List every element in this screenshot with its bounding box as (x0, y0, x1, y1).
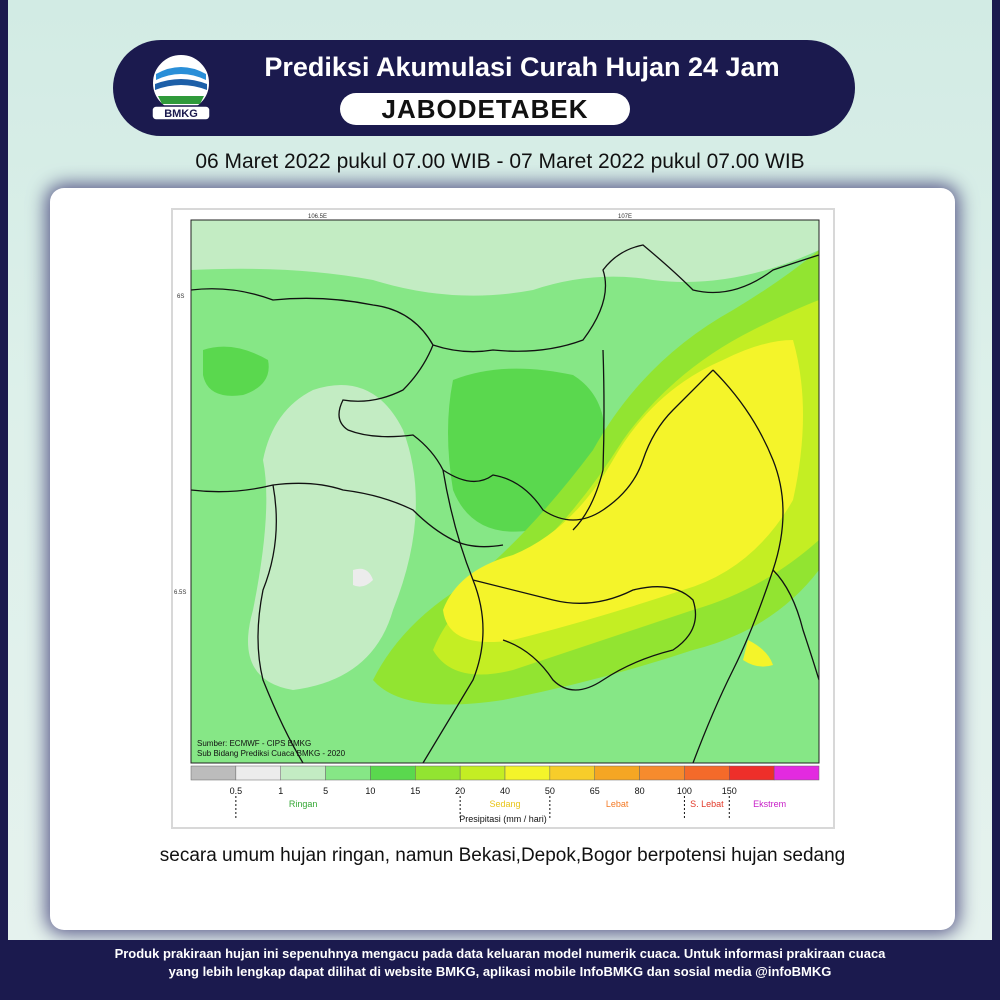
rainfall-field (191, 220, 819, 763)
legend-swatch (280, 765, 326, 781)
north-light-area (191, 220, 819, 296)
province-border-1 (338, 344, 714, 521)
coastline-and-borders (190, 244, 820, 764)
legend-category-label: S. Lebat (690, 799, 724, 809)
moderate-rain-core (443, 340, 803, 642)
lat-label-2: 6.5S (174, 590, 186, 596)
legend-category-label: Sedang (489, 799, 520, 809)
source-line-1: Sumber: ECMWF - CIPS BMKG (197, 739, 311, 748)
legend-category-label: Ekstrem (753, 799, 786, 809)
region-badge: JABODETABEK (340, 93, 630, 125)
right-frame (992, 0, 1000, 1000)
legend-swatch (459, 765, 506, 781)
footer-bar (0, 940, 1000, 1000)
west-green-patch (203, 346, 269, 396)
footer-line-1: Produk prakiraan hujan ini sepenuhnya me… (114, 946, 886, 961)
legend-swatch (594, 765, 640, 781)
district-border-4 (572, 349, 605, 531)
logo-text: BMKG (164, 108, 198, 120)
legend-tick-label: 65 (590, 786, 600, 796)
bmkg-logo: BMKG (151, 53, 211, 121)
legend-tick-label: 5 (323, 786, 328, 796)
district-border-3 (422, 469, 484, 764)
legend-category-label: Ringan (289, 799, 318, 809)
footer-line-2: yang lebih lengkap dapat dilihat di webs… (168, 964, 832, 979)
district-border-1 (190, 482, 504, 548)
legend-swatch (729, 765, 775, 781)
legend-tick-label: 20 (455, 786, 465, 796)
left-frame (0, 0, 8, 1000)
lon-label-2: 107E (618, 214, 632, 220)
legend-tick-label: 15 (410, 786, 420, 796)
forecast-caption: secara umum hujan ringan, namun Bekasi,D… (159, 845, 846, 866)
source-line-2: Sub Bidang Prediksi Cuaca BMKG - 2020 (197, 749, 346, 758)
district-border-7 (772, 569, 820, 681)
legend-tick-label: 10 (365, 786, 375, 796)
legend-tick-label: 1 (278, 786, 283, 796)
legend-axis-title: Presipitasi (mm / hari) (459, 814, 547, 824)
legend-category-label: Lebat (606, 799, 629, 809)
legend-swatch (684, 765, 730, 781)
footer-text: Produk prakiraan hujan ini sepenuhnya me… (40, 945, 960, 981)
legend-swatch (639, 765, 685, 781)
west-dry-patch (353, 568, 373, 587)
legend-swatch (190, 765, 237, 781)
page-title: Prediksi Akumulasi Curah Hujan 24 Jam (264, 52, 780, 82)
plot-frame (190, 219, 820, 764)
legend-tick-label: 50 (545, 786, 555, 796)
forecast-period: 06 Maret 2022 pukul 07.00 WIB - 07 Maret… (195, 150, 805, 173)
map-panel: 106.5E 107E 6S 6.5S Sumber: ECMWF - CIPS… (171, 208, 835, 829)
west-light-area (248, 385, 416, 690)
legend-tick-label: 100 (677, 786, 692, 796)
rainfall-map: 106.5E 107E 6S 6.5S Sumber: ECMWF - CIPS… (174, 214, 820, 824)
lon-label-1: 106.5E (308, 214, 327, 220)
legend-swatch (773, 765, 820, 781)
southeast-yellow-patch (743, 640, 773, 667)
legend-swatch (370, 765, 416, 781)
legend-tick-label: 80 (635, 786, 645, 796)
legend-swatch (325, 765, 371, 781)
coastline (190, 244, 820, 353)
legend-tick-label: 150 (722, 786, 737, 796)
lat-label-1: 6S (177, 294, 184, 300)
legend-tick-label: 0.5 (230, 786, 243, 796)
legend-swatch (504, 765, 551, 781)
legend-swatch (235, 765, 281, 781)
district-border-2 (257, 484, 304, 764)
legend-swatch (549, 765, 595, 781)
district-border-6 (472, 579, 697, 691)
legend-tick-label: 40 (500, 786, 510, 796)
legend-swatch (415, 765, 461, 781)
